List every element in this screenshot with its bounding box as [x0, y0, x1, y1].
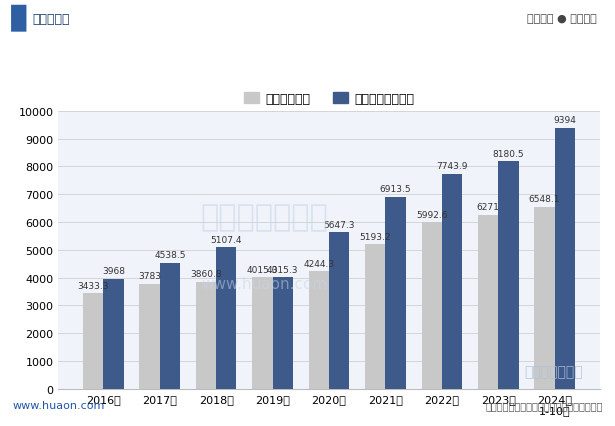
Text: 6913.5: 6913.5: [380, 185, 411, 194]
Text: 3860.8: 3860.8: [190, 270, 222, 279]
Text: 4244.3: 4244.3: [303, 259, 335, 268]
Text: 7743.9: 7743.9: [436, 162, 468, 171]
Text: 华经情报网: 华经情报网: [32, 13, 69, 26]
FancyBboxPatch shape: [11, 6, 26, 33]
Bar: [478, 215, 498, 389]
Bar: [329, 232, 349, 389]
Text: 专业严谨 ● 客观科学: 专业严谨 ● 客观科学: [527, 14, 597, 24]
Bar: [252, 278, 272, 389]
Bar: [309, 271, 329, 389]
Text: 6548.1: 6548.1: [529, 195, 560, 204]
Text: 3433.3: 3433.3: [77, 282, 109, 291]
Bar: [216, 248, 237, 389]
Text: 3968: 3968: [102, 267, 125, 276]
Bar: [555, 128, 575, 389]
Bar: [140, 284, 160, 389]
Text: 5992.6: 5992.6: [416, 210, 448, 219]
Bar: [103, 279, 124, 389]
Text: 华经产业研究院: 华经产业研究院: [200, 202, 328, 231]
Text: 4015.3: 4015.3: [247, 265, 278, 274]
Text: 5193.2: 5193.2: [360, 233, 391, 242]
Text: 5647.3: 5647.3: [323, 220, 355, 229]
Bar: [534, 207, 555, 389]
Bar: [442, 174, 462, 389]
Text: www.huaon.com: www.huaon.com: [201, 276, 327, 291]
Text: 9394: 9394: [554, 116, 576, 125]
Bar: [498, 162, 518, 389]
Bar: [196, 282, 216, 389]
Text: 华经产业研究院: 华经产业研究院: [525, 364, 584, 378]
Bar: [365, 245, 386, 389]
Text: 5107.4: 5107.4: [210, 235, 242, 244]
Text: 数据来源：国家统计局，华经产业研究院整理: 数据来源：国家统计局，华经产业研究院整理: [485, 400, 603, 410]
Text: 2016-2024年10月四川省工业企业应收账款及存货: 2016-2024年10月四川省工业企业应收账款及存货: [155, 54, 460, 72]
Text: 8180.5: 8180.5: [493, 150, 524, 159]
Bar: [272, 278, 293, 389]
Bar: [386, 197, 406, 389]
Text: 4015.3: 4015.3: [267, 265, 298, 274]
Text: 4538.5: 4538.5: [154, 251, 186, 260]
Legend: 存货（亿元）, 应收账款（亿元）: 存货（亿元）, 应收账款（亿元）: [239, 88, 419, 111]
Text: www.huaon.com: www.huaon.com: [12, 400, 105, 410]
Bar: [421, 223, 442, 389]
Text: 3783: 3783: [138, 272, 161, 281]
Text: 6271: 6271: [477, 203, 499, 212]
Bar: [160, 263, 180, 389]
Bar: [83, 294, 103, 389]
